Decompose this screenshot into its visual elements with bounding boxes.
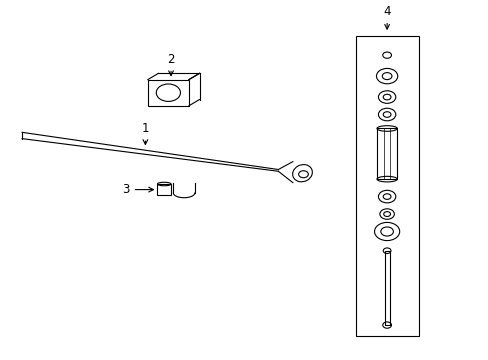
- Bar: [376, 129, 396, 179]
- Bar: [147, 80, 188, 106]
- Bar: [355, 36, 418, 336]
- Text: 3: 3: [122, 183, 153, 196]
- Bar: [157, 184, 171, 195]
- Bar: [384, 251, 389, 325]
- Text: 1: 1: [142, 122, 149, 144]
- Text: 2: 2: [167, 53, 174, 76]
- Text: 4: 4: [383, 5, 390, 29]
